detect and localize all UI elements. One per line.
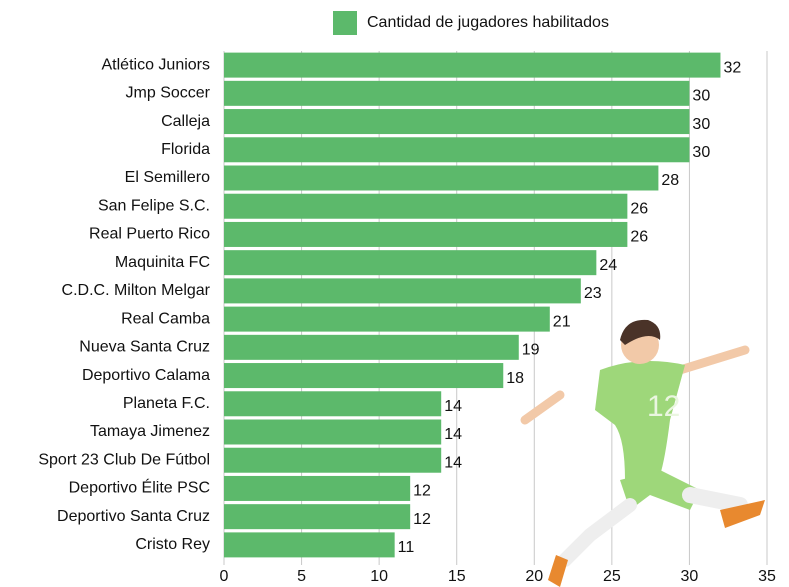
data-label: 21 bbox=[553, 313, 571, 330]
y-tick-label: Atlético Juniors bbox=[102, 56, 211, 73]
bar bbox=[224, 194, 627, 219]
bar bbox=[224, 81, 689, 106]
bar bbox=[224, 222, 627, 247]
y-tick-label: Sport 23 Club De Fútbol bbox=[38, 451, 210, 468]
x-tick-label: 30 bbox=[681, 568, 699, 585]
data-label: 12 bbox=[413, 511, 431, 528]
data-label: 18 bbox=[506, 370, 524, 387]
y-tick-label: Jmp Soccer bbox=[126, 85, 211, 102]
bar bbox=[224, 391, 441, 416]
leg bbox=[690, 495, 740, 505]
player-illustration: 12 bbox=[525, 320, 765, 587]
bar bbox=[224, 476, 410, 501]
y-tick-label: Maquinita FC bbox=[115, 254, 210, 271]
bar bbox=[224, 504, 410, 529]
leg bbox=[565, 505, 630, 560]
y-tick-label: San Felipe S.C. bbox=[98, 197, 210, 214]
data-label: 28 bbox=[661, 172, 679, 189]
y-tick-label: Real Puerto Rico bbox=[89, 226, 210, 243]
bar bbox=[224, 532, 395, 557]
data-label: 19 bbox=[522, 342, 540, 359]
y-tick-label: C.D.C. Milton Melgar bbox=[62, 282, 211, 299]
data-label: 30 bbox=[692, 116, 710, 133]
y-tick-label: Planeta F.C. bbox=[123, 395, 210, 412]
bar bbox=[224, 363, 503, 388]
x-tick-label: 10 bbox=[370, 568, 388, 585]
y-tick-label: Deportivo Santa Cruz bbox=[57, 508, 210, 525]
data-label: 12 bbox=[413, 483, 431, 500]
bar bbox=[224, 335, 519, 360]
y-tick-label: Florida bbox=[161, 141, 210, 158]
x-tick-label: 0 bbox=[220, 568, 229, 585]
data-label: 14 bbox=[444, 398, 462, 415]
data-label: 26 bbox=[630, 200, 648, 217]
bar bbox=[224, 307, 550, 332]
chart: 12 Cantidad de jugadores habilitados 0 5 10… bbox=[0, 0, 789, 587]
y-tick-label: Tamaya Jimenez bbox=[90, 423, 210, 440]
bar bbox=[224, 137, 689, 162]
y-tick-label: Calleja bbox=[161, 113, 210, 130]
y-tick-label: El Semillero bbox=[125, 169, 210, 186]
bar bbox=[224, 109, 689, 134]
data-label: 24 bbox=[599, 257, 617, 274]
data-label: 14 bbox=[444, 454, 462, 471]
bar bbox=[224, 278, 581, 303]
data-label: 26 bbox=[630, 229, 648, 246]
legend-swatch bbox=[333, 11, 357, 35]
data-label: 14 bbox=[444, 426, 462, 443]
x-tick-label: 35 bbox=[758, 568, 776, 585]
bar bbox=[224, 166, 658, 191]
bar bbox=[224, 250, 596, 275]
shirt-number: 12 bbox=[647, 390, 680, 423]
data-label: 32 bbox=[723, 59, 741, 76]
x-tick-label: 15 bbox=[448, 568, 466, 585]
data-label: 23 bbox=[584, 285, 602, 302]
bar bbox=[224, 420, 441, 445]
data-label: 30 bbox=[692, 144, 710, 161]
legend-label: Cantidad de jugadores habilitados bbox=[367, 14, 609, 31]
x-tick-label: 20 bbox=[525, 568, 543, 585]
y-tick-label: Real Camba bbox=[121, 310, 210, 327]
bar bbox=[224, 53, 720, 78]
data-label: 30 bbox=[692, 88, 710, 105]
y-tick-label: Deportivo Élite PSC bbox=[69, 478, 210, 497]
shoe bbox=[548, 555, 568, 587]
data-label: 11 bbox=[398, 539, 415, 556]
x-tick-label: 5 bbox=[297, 568, 306, 585]
arm bbox=[525, 395, 560, 420]
y-tick-label: Cristo Rey bbox=[135, 536, 210, 553]
y-tick-label: Nueva Santa Cruz bbox=[79, 339, 210, 356]
bar bbox=[224, 448, 441, 473]
y-tick-label: Deportivo Calama bbox=[82, 367, 210, 384]
x-tick-label: 25 bbox=[603, 568, 621, 585]
